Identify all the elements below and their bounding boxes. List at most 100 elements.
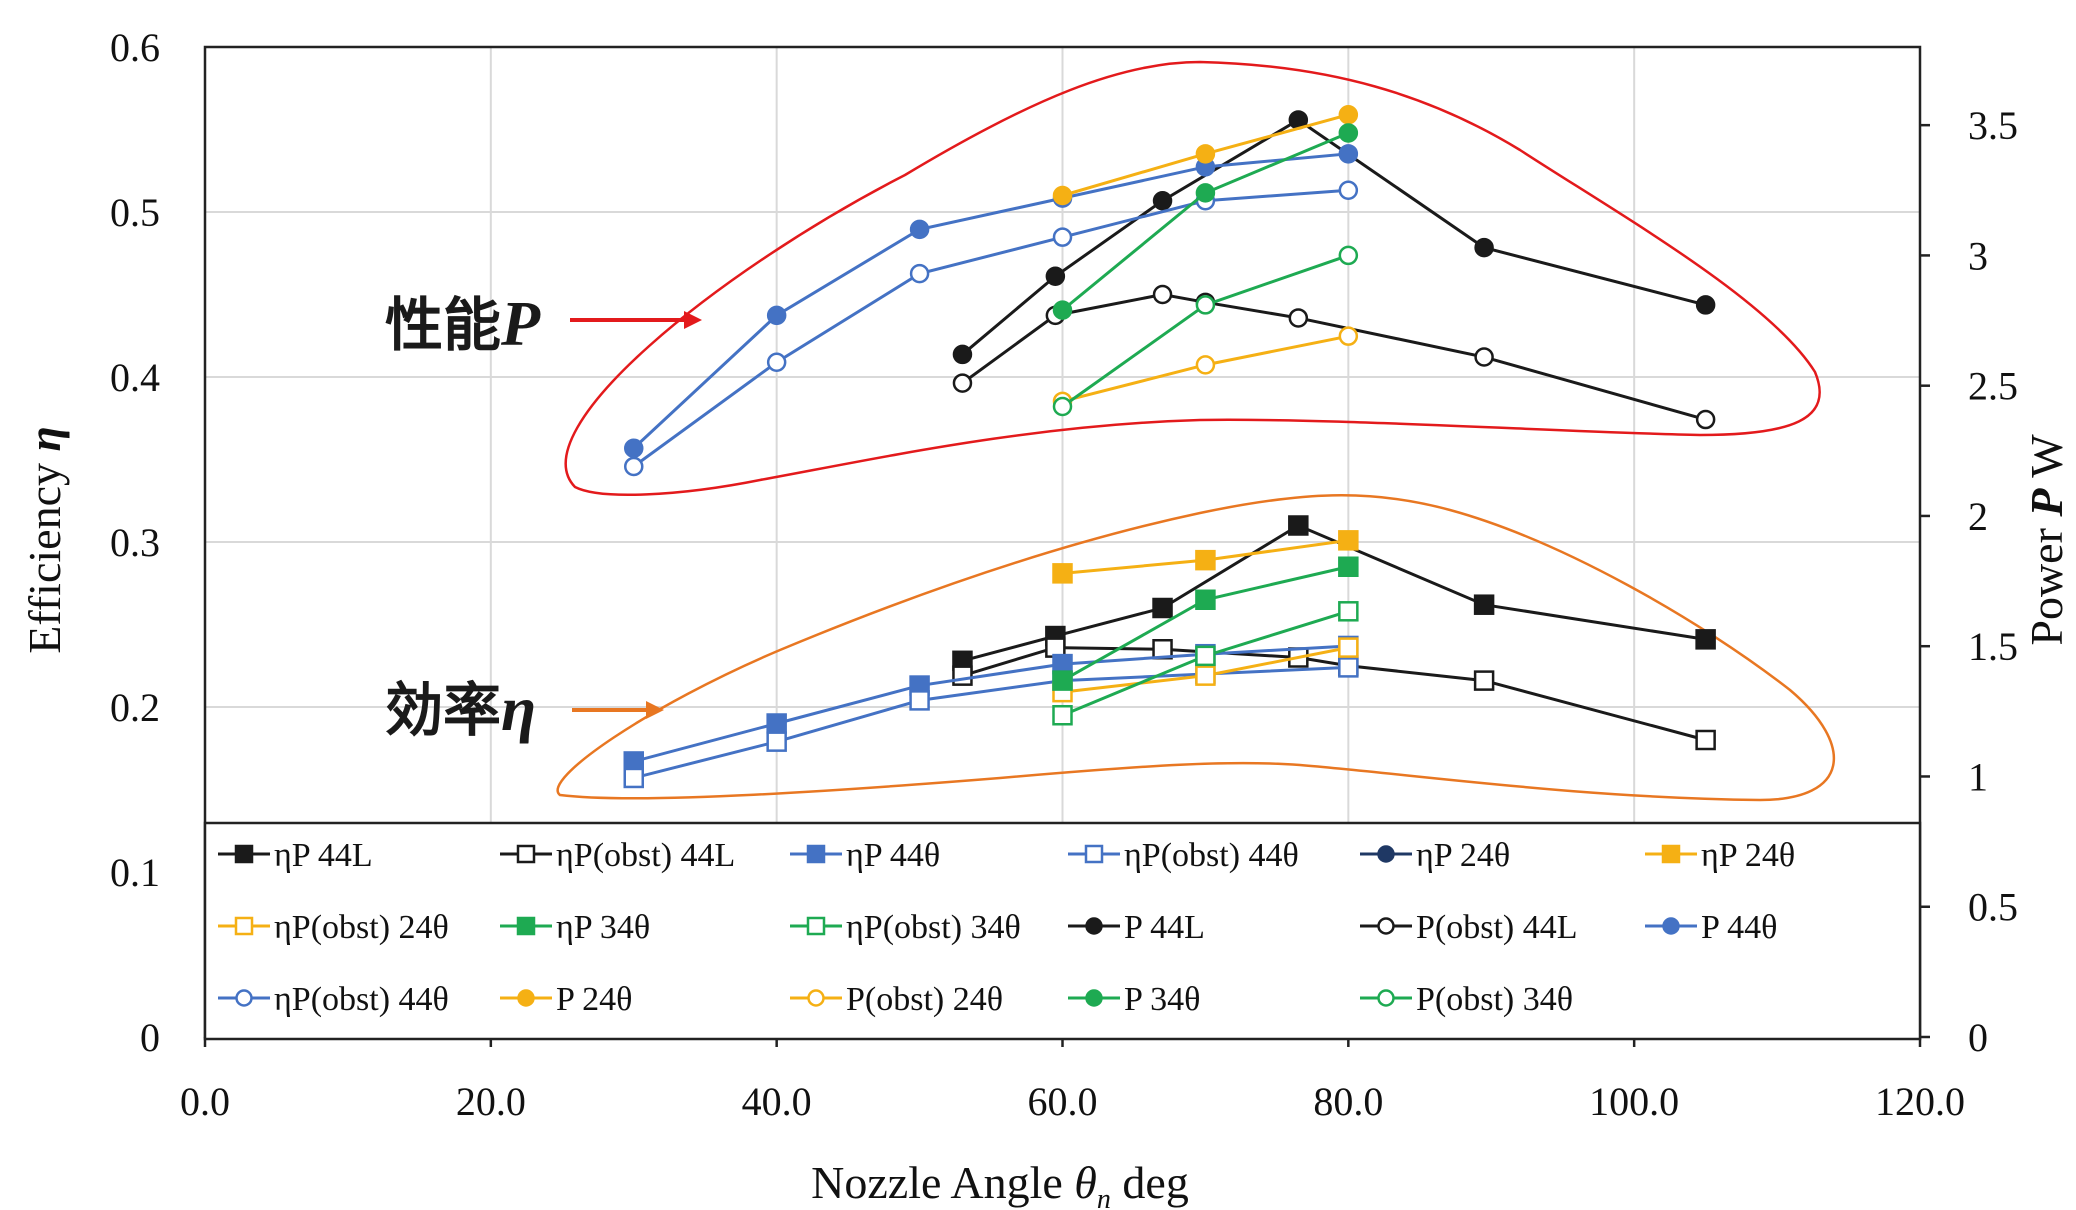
x-tick-label: 80.0 bbox=[1313, 1079, 1383, 1124]
y-tick-label: 0.4 bbox=[110, 355, 160, 400]
data-point bbox=[1473, 594, 1495, 615]
data-point bbox=[1474, 347, 1494, 367]
data-point bbox=[766, 713, 787, 734]
legend-item: P 24θ bbox=[500, 981, 632, 1018]
series-6 bbox=[1052, 637, 1359, 703]
y2-tick-label: 2 bbox=[1968, 494, 1988, 539]
legend-label: ηP 44θ bbox=[846, 837, 940, 874]
data-point bbox=[1052, 185, 1073, 206]
data-point bbox=[1338, 637, 1359, 658]
y-axis-title: Efficiency η bbox=[19, 426, 70, 653]
data-point bbox=[1152, 284, 1173, 305]
y-tick-label: 0.6 bbox=[110, 25, 160, 70]
data-point bbox=[1152, 190, 1173, 211]
y2-tick-label: 1.5 bbox=[1968, 624, 2018, 669]
series-line bbox=[632, 188, 1349, 468]
x-tick-label: 0.0 bbox=[180, 1079, 230, 1124]
legend-item: ηP(obst) 44θ bbox=[218, 981, 449, 1018]
legend-item: P 34θ bbox=[1068, 981, 1200, 1018]
legend-marker bbox=[517, 989, 535, 1007]
data-point bbox=[1195, 144, 1216, 164]
legend-item: ηP(obst) 34θ bbox=[790, 909, 1021, 946]
series-layer bbox=[623, 104, 1716, 789]
x-axis-title-text: Nozzle Angle bbox=[811, 1157, 1074, 1208]
data-point bbox=[1695, 409, 1716, 430]
legend-item: ηP 24θ bbox=[1360, 837, 1510, 874]
y-tick-label: 0.1 bbox=[110, 850, 160, 895]
legend-item: P 44L bbox=[1068, 909, 1205, 946]
series-16 bbox=[1052, 245, 1359, 417]
y-tick-label: 0.3 bbox=[110, 520, 160, 565]
legend-box bbox=[203, 821, 1922, 1041]
series-line bbox=[1061, 254, 1349, 408]
legend-marker bbox=[234, 916, 254, 936]
data-point bbox=[909, 263, 930, 284]
series-line bbox=[633, 665, 1349, 780]
data-point bbox=[1338, 144, 1359, 164]
series-2 bbox=[623, 635, 1359, 772]
series-line bbox=[962, 523, 1706, 663]
performance-enclosure bbox=[564, 60, 1821, 496]
y2-tick-label: 0 bbox=[1968, 1015, 1988, 1060]
y2-tick-label: 3 bbox=[1968, 233, 1988, 278]
y2-axis-title-text: Power bbox=[2021, 517, 2072, 646]
data-point bbox=[1338, 104, 1359, 125]
x-tick-label: 20.0 bbox=[456, 1079, 526, 1124]
x-axis-title-unit: deg bbox=[1111, 1157, 1189, 1208]
data-point bbox=[1195, 665, 1216, 686]
legend-label: P 44L bbox=[1124, 909, 1205, 946]
data-point bbox=[1338, 657, 1359, 678]
y-tick-label: 0.5 bbox=[110, 190, 160, 235]
series-14 bbox=[1052, 326, 1359, 412]
performance-label-text: 性能 bbox=[385, 291, 501, 359]
series-13 bbox=[1052, 104, 1359, 206]
series-line bbox=[961, 292, 1707, 421]
series-11 bbox=[624, 144, 1359, 458]
legend-label: ηP(obst) 44θ bbox=[1124, 837, 1299, 874]
legend-item: ηP(obst) 44L bbox=[500, 837, 735, 874]
data-point bbox=[1195, 183, 1216, 203]
data-point bbox=[766, 352, 787, 372]
performance-label-symbol: P bbox=[500, 288, 541, 359]
data-point bbox=[1052, 396, 1073, 417]
legend-marker bbox=[806, 916, 826, 936]
data-point bbox=[952, 344, 973, 365]
performance-arrow-head bbox=[684, 311, 702, 329]
x-tick-label: 40.0 bbox=[742, 1079, 812, 1124]
legend-marker bbox=[516, 916, 536, 936]
legend-marker bbox=[1084, 844, 1104, 864]
y2-tick-label: 2.5 bbox=[1968, 364, 2018, 409]
legend-marker bbox=[1661, 844, 1681, 864]
legend-label: ηP(obst) 34θ bbox=[846, 909, 1021, 946]
data-point bbox=[909, 219, 930, 240]
data-point bbox=[1052, 670, 1073, 691]
series-12 bbox=[624, 180, 1359, 477]
legend-label: ηP 24θ bbox=[1701, 837, 1795, 874]
legend-label: P(obst) 34θ bbox=[1416, 981, 1573, 1018]
legend-marker bbox=[516, 844, 536, 864]
legend-marker bbox=[1377, 989, 1395, 1007]
legend-item: ηP(obst) 24θ bbox=[218, 909, 449, 946]
legend-marker bbox=[235, 989, 253, 1007]
data-point bbox=[624, 438, 644, 458]
data-point bbox=[1338, 245, 1359, 266]
efficiency-arrow-head bbox=[646, 701, 664, 719]
series-8 bbox=[1052, 601, 1359, 726]
data-point bbox=[1695, 295, 1716, 315]
x-tick-label: 120.0 bbox=[1875, 1079, 1965, 1124]
legend-item: ηP 44θ bbox=[790, 837, 940, 874]
legend-label: ηP 34θ bbox=[556, 909, 650, 946]
legend-label: ηP 44L bbox=[274, 837, 373, 874]
y-axis-title-text: Efficiency bbox=[19, 452, 70, 654]
legend-marker bbox=[1377, 917, 1395, 935]
legend-marker bbox=[1377, 845, 1395, 863]
y2-tick-label: 1 bbox=[1968, 754, 1988, 799]
series-7 bbox=[1052, 556, 1359, 691]
legend-label: P(obst) 44L bbox=[1416, 909, 1578, 946]
y2-axis-title: Power P W bbox=[2021, 434, 2072, 646]
efficiency-label-text: 効率 bbox=[385, 676, 501, 744]
legend-label: P(obst) 24θ bbox=[846, 981, 1003, 1018]
data-point bbox=[1338, 123, 1359, 143]
y2-axis-title-symbol: P bbox=[2021, 488, 2072, 518]
